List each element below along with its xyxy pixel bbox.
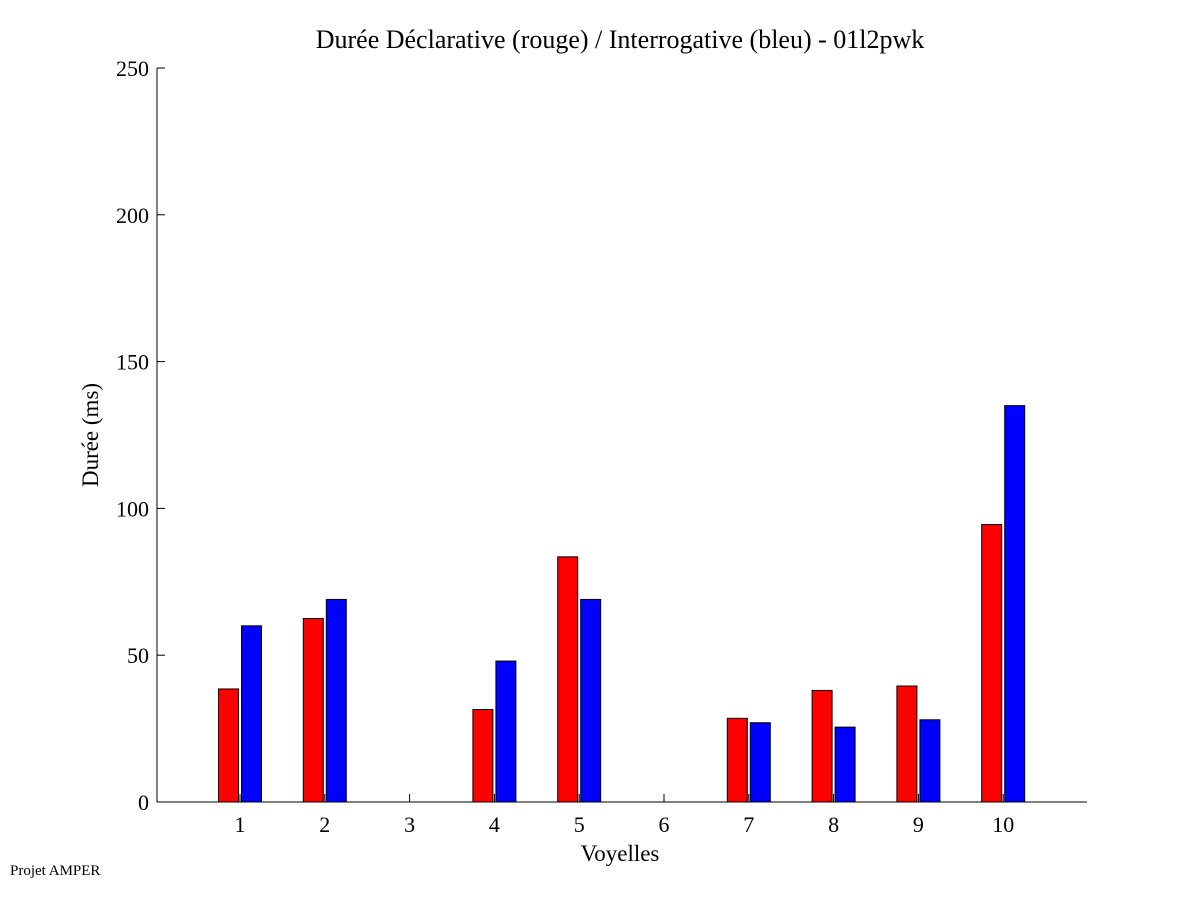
x-tick-label: 3 — [404, 812, 415, 837]
y-tick-label: 0 — [138, 790, 149, 815]
x-axis: 1 2 3 4 5 6 7 8 9 10 — [157, 794, 1087, 837]
bar-interrogative-2 — [325, 598, 347, 803]
bar-declarative-1 — [218, 688, 239, 803]
y-tick-label: 50 — [127, 643, 149, 668]
x-tick-label: 1 — [235, 812, 246, 837]
x-tick-label: 9 — [913, 812, 924, 837]
chart-title: Durée Déclarative (rouge) / Interrogativ… — [316, 25, 925, 54]
y-axis: 0 50 100 150 200 250 — [116, 56, 165, 815]
x-tick-label: 8 — [828, 812, 839, 837]
bar-declarative-2 — [302, 618, 324, 803]
bar-interrogative-10 — [1004, 405, 1026, 803]
y-tick-label: 100 — [116, 496, 149, 521]
bar-declarative-10 — [981, 524, 1003, 803]
y-tick-label: 150 — [116, 350, 149, 375]
x-axis-label: Voyelles — [581, 841, 660, 866]
bar-interrogative-8 — [834, 726, 856, 803]
bar-interrogative-4 — [495, 660, 517, 803]
y-tick-label: 200 — [116, 203, 149, 228]
bar-declarative-5 — [557, 556, 579, 803]
bar-interrogative-7 — [749, 722, 771, 803]
x-tick-label: 4 — [489, 812, 500, 837]
y-tick-label: 250 — [116, 56, 149, 81]
x-tick-label: 7 — [743, 812, 754, 837]
bar-declarative-8 — [811, 689, 833, 803]
footer-credit: Projet AMPER — [10, 863, 101, 879]
x-tick-label: 2 — [319, 812, 330, 837]
bar-interrogative-9 — [919, 719, 941, 803]
x-tick-label: 6 — [659, 812, 670, 837]
bar-declarative-4 — [472, 709, 494, 803]
y-axis-label: Durée (ms) — [78, 383, 103, 487]
bars — [218, 405, 1026, 803]
bar-interrogative-1 — [241, 625, 262, 803]
x-tick-label: 5 — [574, 812, 585, 837]
x-tick-label: 10 — [992, 812, 1014, 837]
bar-interrogative-5 — [580, 598, 602, 803]
bar-declarative-9 — [896, 685, 918, 803]
bar-declarative-7 — [726, 717, 748, 803]
